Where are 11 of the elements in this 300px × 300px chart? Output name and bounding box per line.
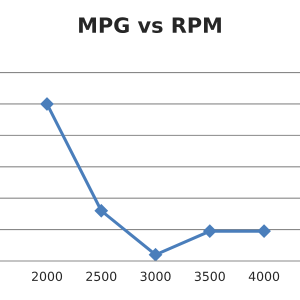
x-tick-label: 3000 [140, 272, 171, 282]
chart-title: MPG vs RPM [79, 17, 221, 34]
x-tick-label: 2500 [86, 272, 116, 282]
point [257, 224, 271, 238]
point [40, 97, 54, 111]
x-tick-label: 3500 [194, 272, 225, 282]
x-tick-label: 2000 [32, 272, 62, 282]
point [203, 224, 216, 238]
point [148, 248, 162, 261]
x-tick-label: 4000 [248, 272, 280, 282]
point [94, 204, 108, 218]
